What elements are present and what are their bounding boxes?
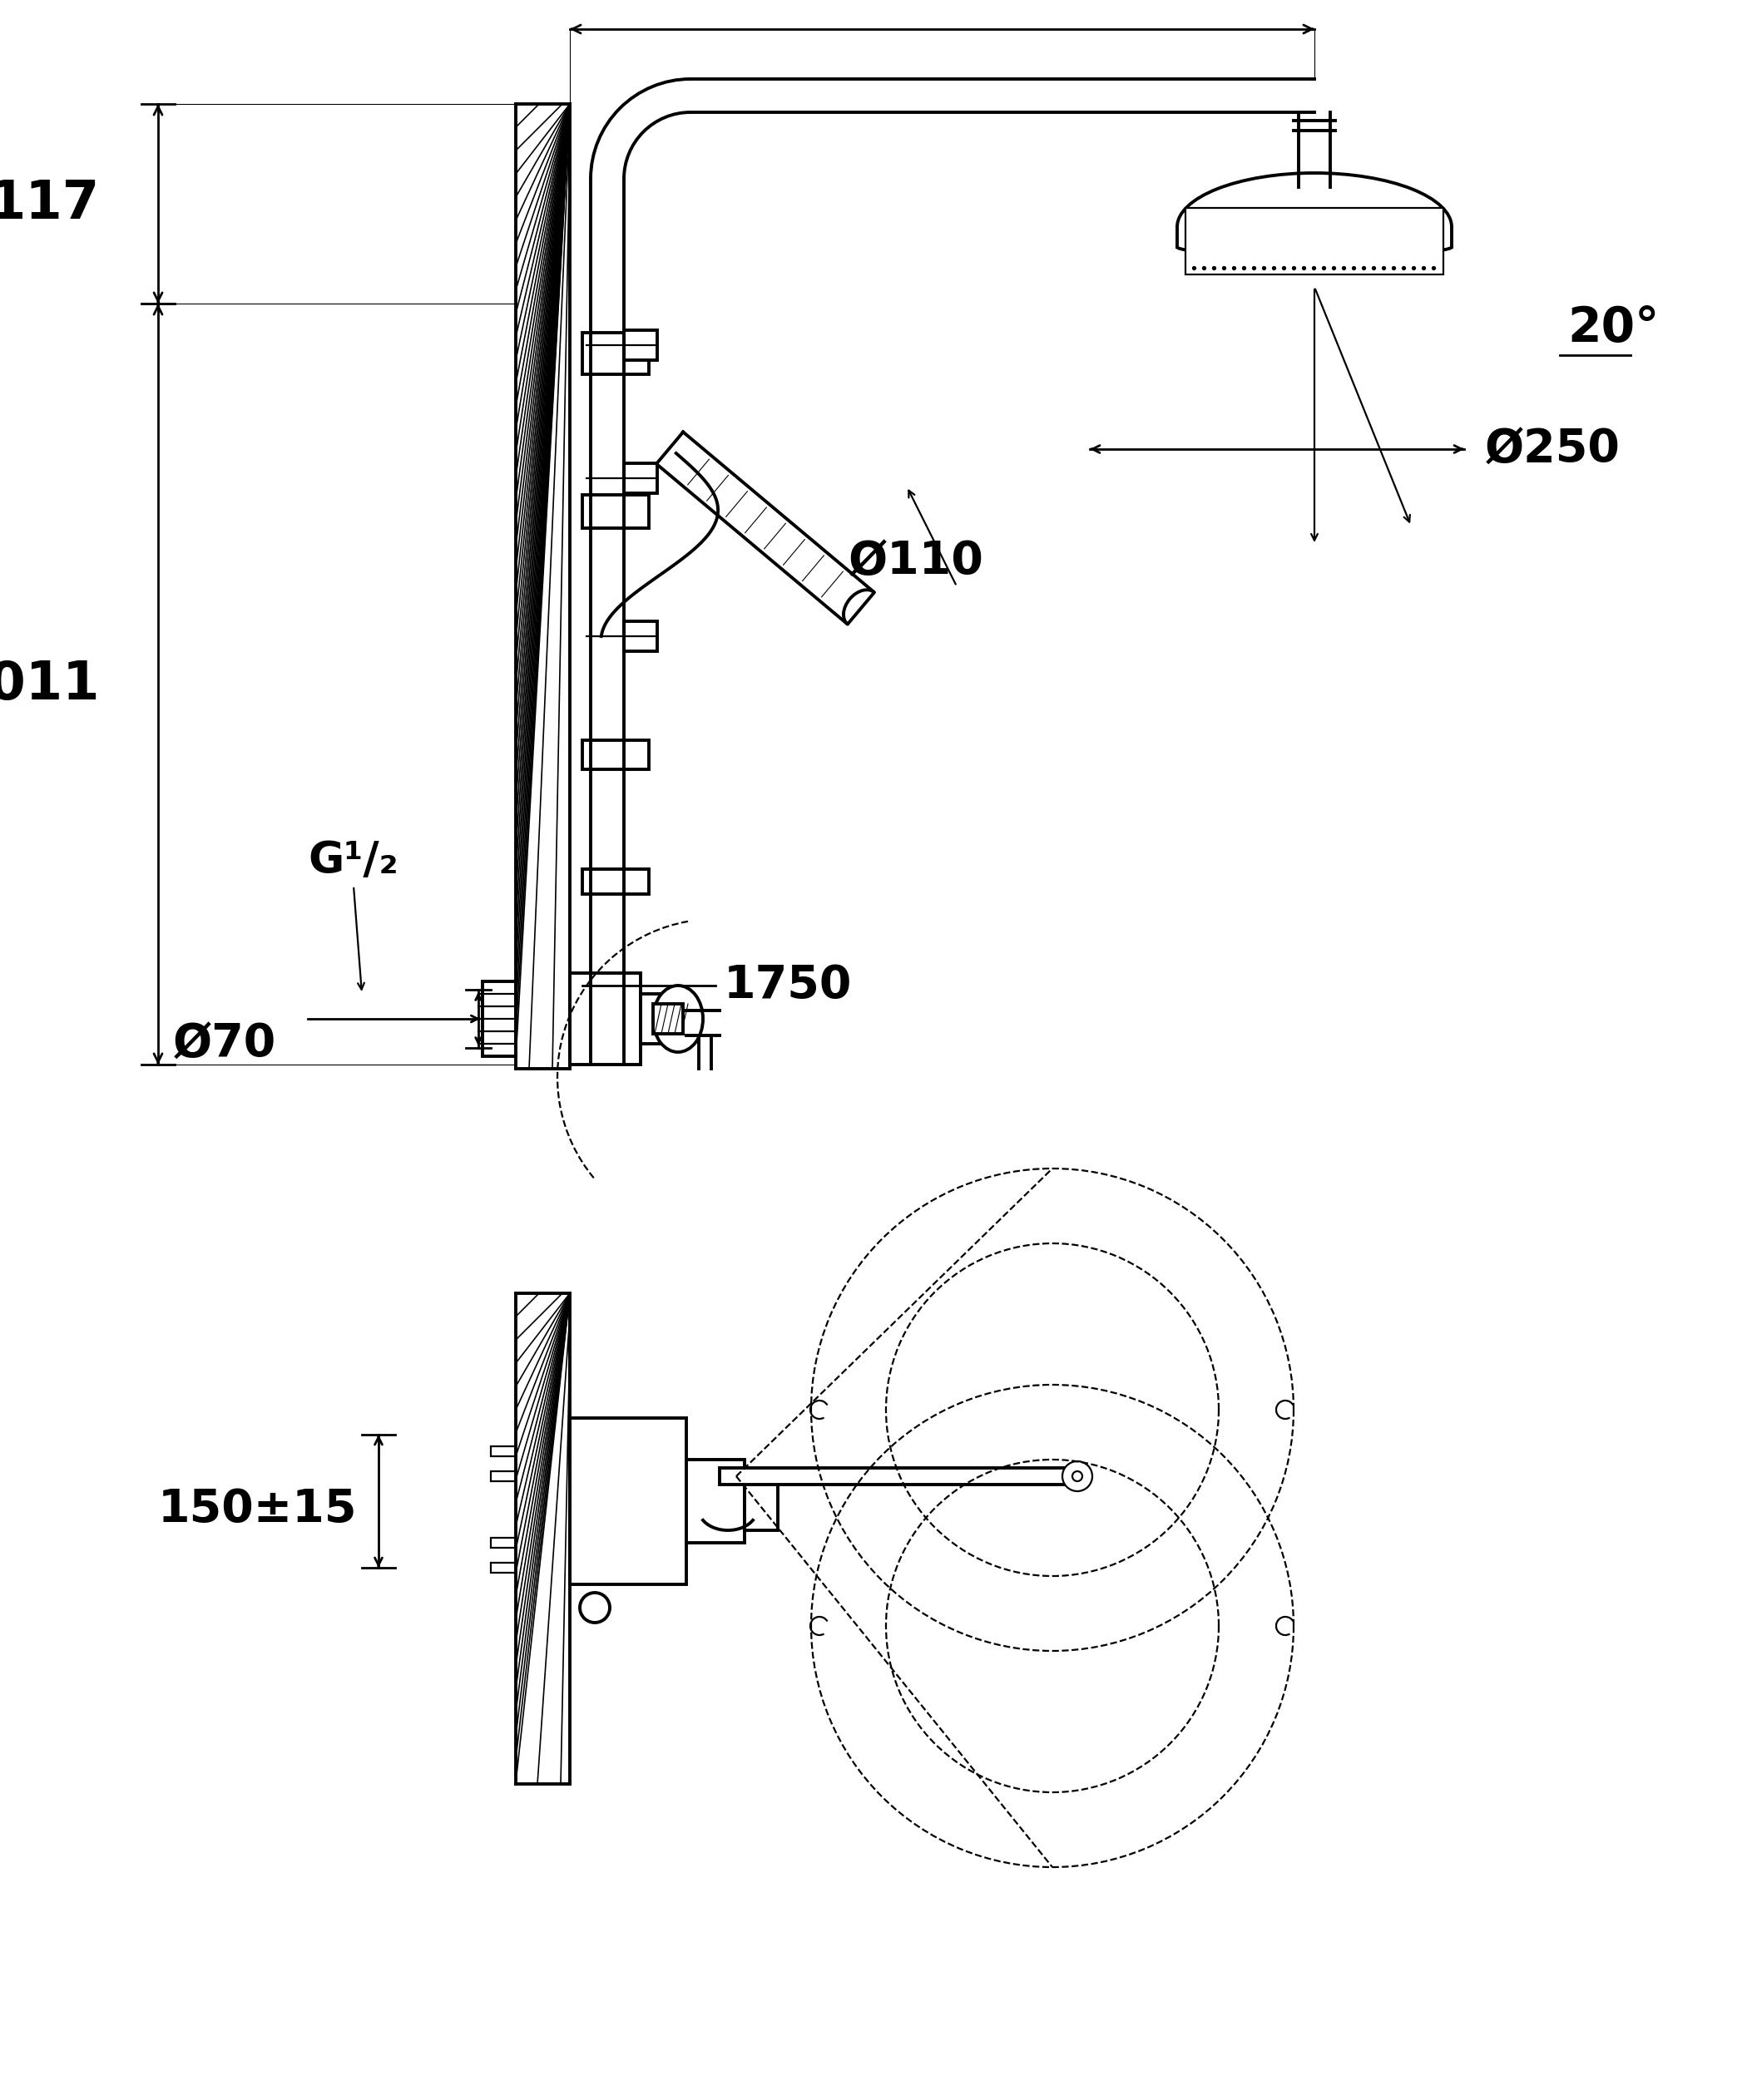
Bar xyxy=(582,496,648,527)
Bar xyxy=(569,972,641,1065)
Bar xyxy=(624,464,657,493)
Text: 117: 117 xyxy=(0,179,100,229)
Circle shape xyxy=(1062,1462,1091,1491)
Text: 1011: 1011 xyxy=(0,657,100,710)
Bar xyxy=(482,981,515,1056)
Bar xyxy=(491,1562,515,1573)
Bar xyxy=(582,739,648,769)
Bar xyxy=(582,869,648,895)
Bar xyxy=(745,1472,778,1531)
Bar xyxy=(641,993,687,1044)
Bar xyxy=(1186,208,1444,275)
Text: 404-412: 404-412 xyxy=(820,0,1063,8)
Bar xyxy=(624,622,657,651)
Bar xyxy=(491,1537,515,1548)
Ellipse shape xyxy=(653,985,703,1052)
Text: G¹/₂: G¹/₂ xyxy=(308,840,399,882)
Bar xyxy=(687,1459,745,1543)
Bar xyxy=(582,332,648,374)
Circle shape xyxy=(1072,1472,1083,1480)
Circle shape xyxy=(580,1592,610,1623)
Text: 1750: 1750 xyxy=(724,964,851,1008)
Text: 20°: 20° xyxy=(1568,304,1659,353)
Bar xyxy=(491,1472,515,1480)
Bar xyxy=(569,1418,687,1583)
Text: 150±15: 150±15 xyxy=(158,1487,357,1533)
Text: Ø110: Ø110 xyxy=(848,540,985,584)
Text: Ø70: Ø70 xyxy=(173,1021,277,1067)
Text: Ø250: Ø250 xyxy=(1486,426,1621,472)
Bar xyxy=(491,1447,515,1455)
Bar xyxy=(624,330,657,359)
Bar xyxy=(653,1004,683,1033)
Bar xyxy=(720,1468,1077,1485)
